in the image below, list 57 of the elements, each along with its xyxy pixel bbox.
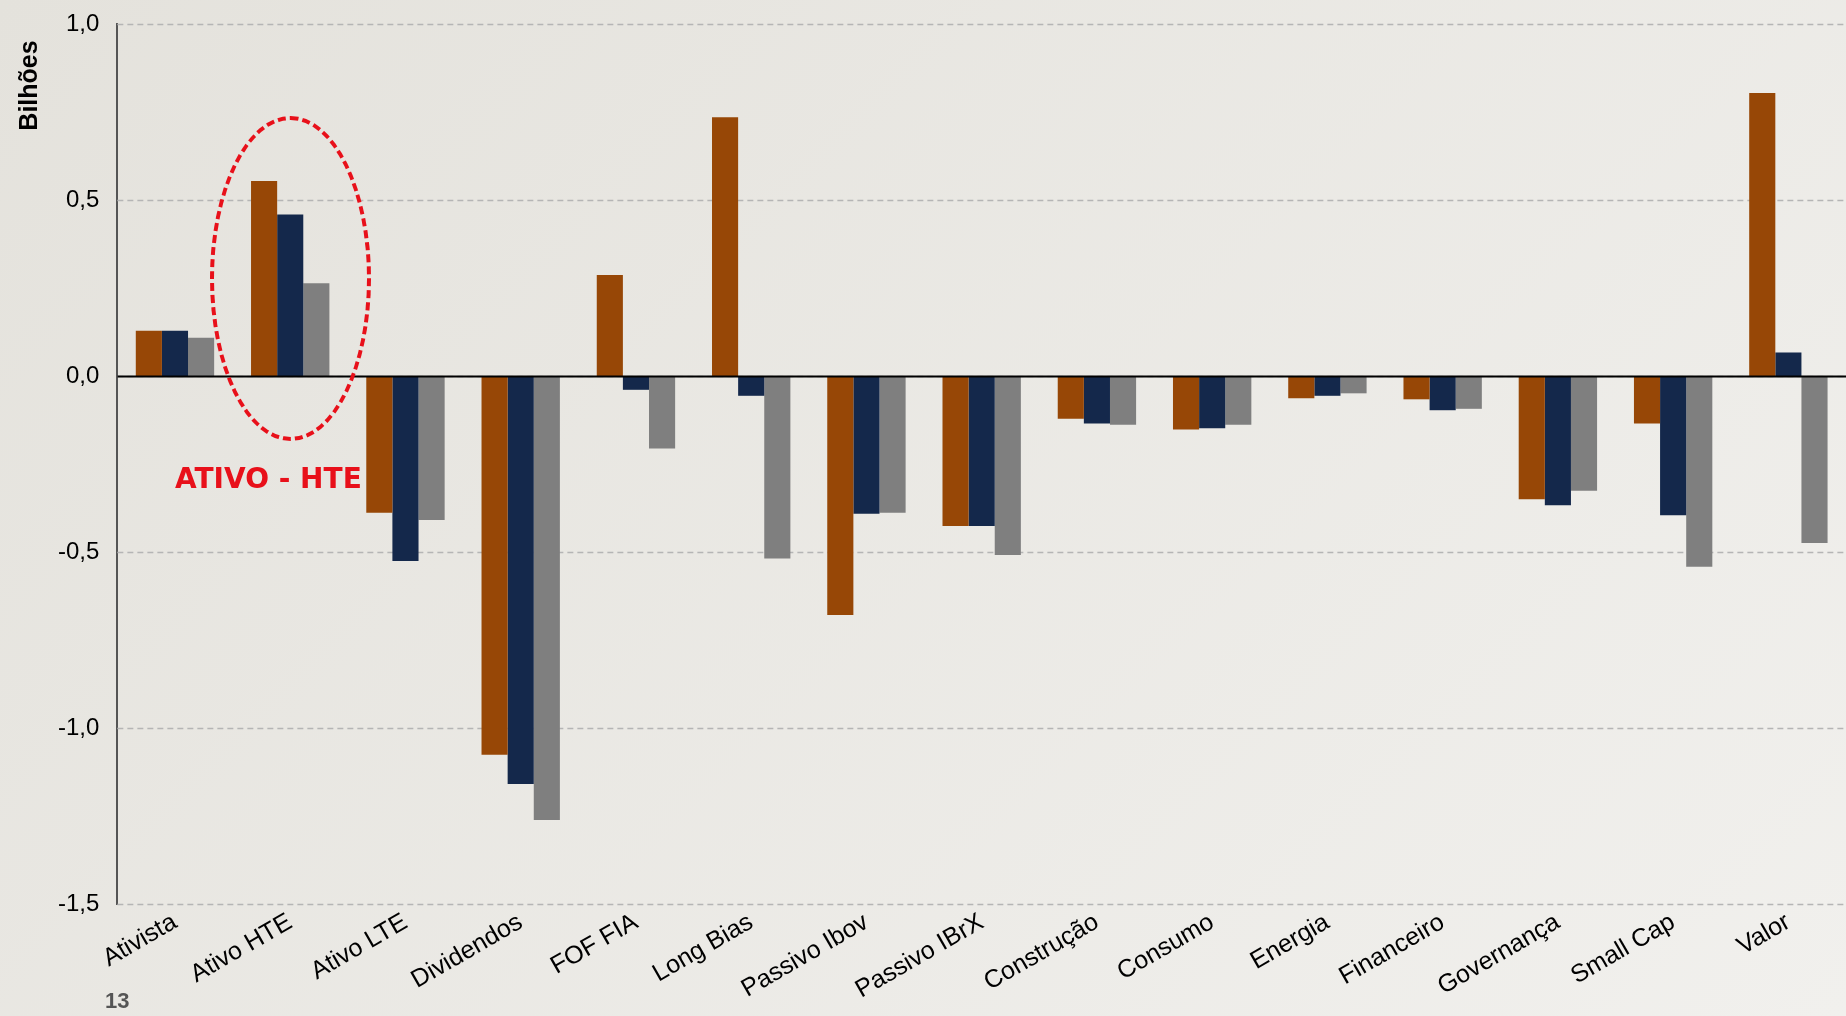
- bar: [1172, 376, 1200, 430]
- y-tick-label: -0,5: [58, 537, 100, 565]
- bar: [1288, 376, 1315, 399]
- bar: [1775, 352, 1802, 377]
- bar: [1633, 376, 1661, 424]
- bar: [392, 376, 419, 561]
- bar: [712, 117, 739, 377]
- x-tick-label: Valor: [1731, 906, 1795, 959]
- bar: [1749, 93, 1776, 377]
- y-tick-label: 0,5: [65, 185, 100, 213]
- bar: [879, 376, 906, 513]
- bar: [649, 376, 676, 449]
- bar: [481, 376, 508, 755]
- text: 13: [105, 988, 130, 1014]
- bar: [1429, 376, 1456, 411]
- annotation: ATIVO - HTE: [175, 462, 362, 495]
- y-tick-label: 0,0: [65, 361, 100, 389]
- bar: [1801, 376, 1828, 543]
- bar: [366, 376, 393, 513]
- bar: [994, 376, 1021, 555]
- y-tick-label: -1,0: [58, 713, 100, 741]
- bar: [1455, 376, 1482, 409]
- y-tick-label: 1,0: [65, 9, 100, 37]
- bar: [507, 376, 534, 785]
- bar: [827, 376, 854, 616]
- bar: [277, 214, 304, 377]
- bar: [1570, 376, 1598, 491]
- bar: [1660, 376, 1687, 516]
- bar: [596, 275, 623, 377]
- bar: [1518, 376, 1545, 500]
- bar: [1314, 376, 1341, 396]
- bar: [968, 376, 995, 527]
- bar: [533, 376, 560, 820]
- bar: [1544, 376, 1571, 506]
- bar: [418, 376, 445, 521]
- bar: [1109, 376, 1137, 425]
- bar: [251, 181, 278, 377]
- bar: [188, 337, 215, 377]
- x-tick-label: FOF FIA: [544, 906, 643, 979]
- x-tick-label: Ativo HTE: [184, 906, 297, 987]
- bar: [1340, 376, 1367, 394]
- bar: [303, 283, 330, 377]
- bar: [942, 376, 969, 527]
- bar: [135, 330, 162, 377]
- bar: [1083, 376, 1110, 424]
- bar: [738, 376, 765, 396]
- bar: [1403, 376, 1430, 400]
- bar: [1686, 376, 1713, 567]
- bar: [853, 376, 880, 514]
- bar: [622, 376, 650, 390]
- bar: [161, 330, 189, 377]
- y-axis-title: Bilhões: [13, 39, 43, 131]
- bar: [1057, 376, 1084, 419]
- y-tick-label: -1,5: [58, 889, 100, 917]
- bar: [1199, 376, 1226, 429]
- bar: [1225, 376, 1252, 425]
- bar: [764, 376, 791, 559]
